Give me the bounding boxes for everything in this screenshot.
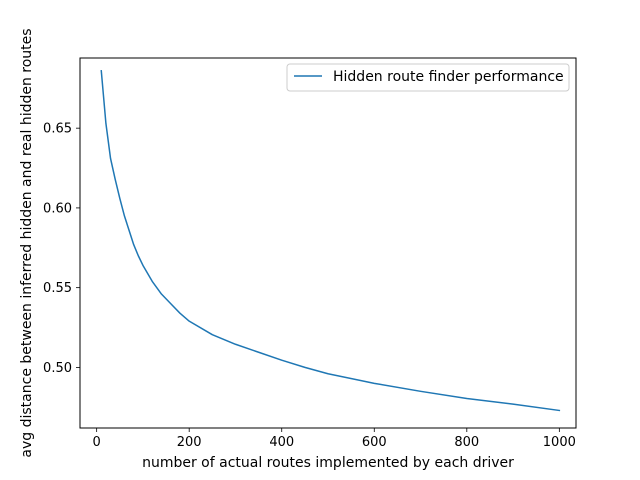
x-tick-label: 200 xyxy=(177,435,202,450)
x-axis-ticks: 0 200 400 600 800 1000 xyxy=(93,428,576,450)
legend: Hidden route finder performance xyxy=(286,63,570,92)
y-tick-label: 0.65 xyxy=(43,122,72,137)
y-tick-label: 0.60 xyxy=(43,201,72,216)
y-axis-label: avg distance between inferred hidden and… xyxy=(19,28,35,457)
series-line-0 xyxy=(100,69,561,412)
x-tick-label: 800 xyxy=(454,435,479,450)
y-axis-ticks: 0.50 0.55 0.60 0.65 xyxy=(43,122,80,376)
axes-frame xyxy=(79,57,577,429)
plot-lines xyxy=(100,69,561,412)
legend-entry-label: Hidden route finder performance xyxy=(333,69,564,85)
x-tick-label: 0 xyxy=(93,435,101,450)
y-tick-label: 0.55 xyxy=(43,281,72,296)
x-tick-label: 1000 xyxy=(543,435,576,450)
legend-box xyxy=(286,63,570,92)
x-tick-label: 600 xyxy=(362,435,387,450)
x-tick-label: 400 xyxy=(269,435,294,450)
x-axis-label: number of actual routes implemented by e… xyxy=(142,455,514,471)
y-tick-label: 0.50 xyxy=(43,361,72,376)
